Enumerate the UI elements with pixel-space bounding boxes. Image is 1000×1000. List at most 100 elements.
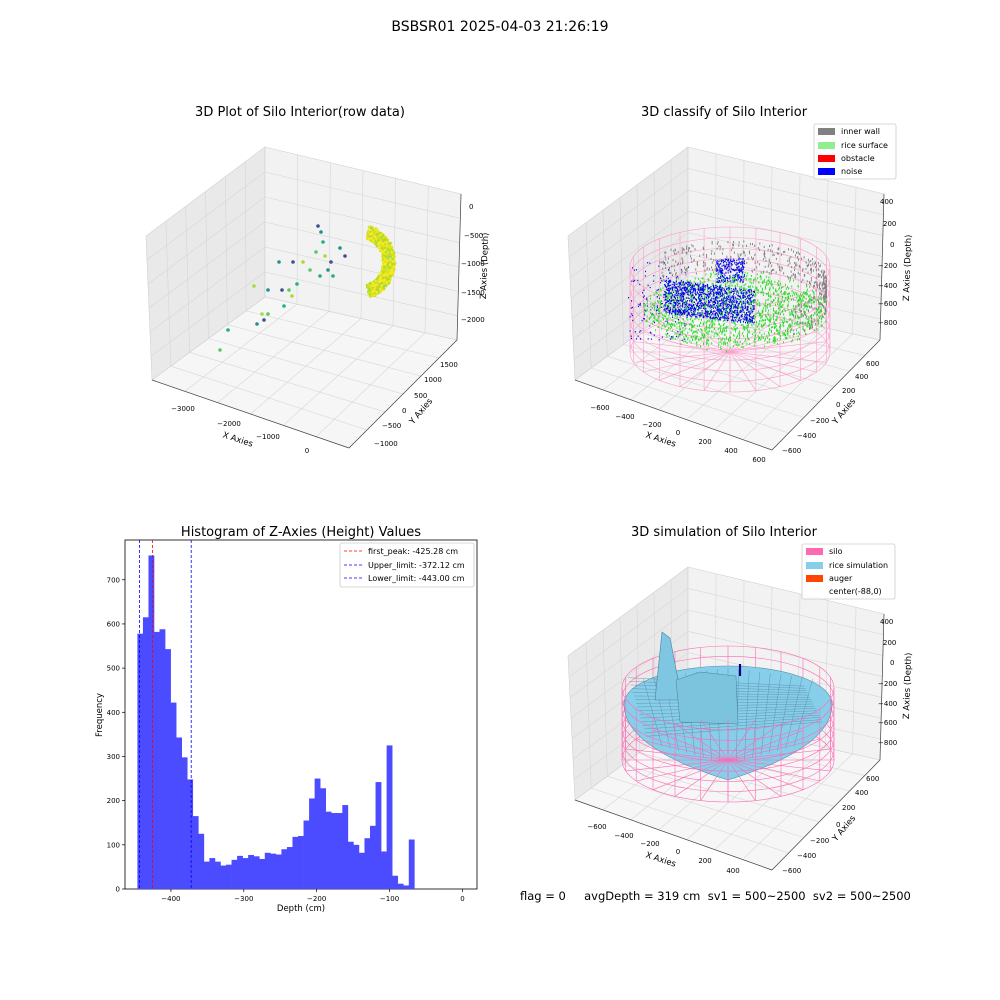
- noise-point: [696, 304, 697, 307]
- rice-surface-point: [760, 313, 761, 316]
- inner-wall-point: [815, 323, 816, 326]
- rice-surface-point: [674, 317, 676, 320]
- rice-surface-point: [774, 336, 776, 339]
- rice-surface-point: [717, 304, 719, 307]
- rice-surface-point: [722, 331, 723, 333]
- rice-surface-point: [797, 335, 799, 338]
- noise-point: [717, 297, 719, 299]
- rice-surface-point: [773, 322, 775, 325]
- noise-point: [678, 310, 680, 312]
- noise-point: [695, 288, 697, 291]
- rice-surface-point: [691, 324, 693, 327]
- noise-point: [723, 296, 725, 298]
- inner-wall-point: [754, 244, 756, 247]
- rice-surface-point: [739, 334, 740, 337]
- noise-point: [682, 305, 683, 307]
- inner-wall-point: [824, 290, 826, 293]
- noise-point: [723, 265, 725, 267]
- rice-surface-point: [748, 278, 750, 280]
- rice-surface-point: [803, 328, 804, 331]
- rice-surface-point: [748, 285, 750, 288]
- rice-surface-point: [689, 305, 691, 308]
- noise-point: [741, 261, 743, 263]
- raw-point: [389, 255, 393, 259]
- inner-wall-point: [793, 332, 795, 335]
- noise-point: [693, 297, 695, 299]
- noise-point: [732, 276, 734, 278]
- noise-point: [657, 289, 659, 291]
- inner-wall-point: [781, 266, 783, 269]
- inner-wall-point: [746, 244, 747, 247]
- rice-surface-point: [808, 320, 809, 323]
- rice-surface-point: [651, 313, 652, 316]
- noise-point: [718, 288, 720, 290]
- rice-surface-point: [817, 322, 819, 325]
- noise-point: [699, 289, 701, 291]
- noise-point: [703, 307, 705, 309]
- rice-surface-point: [800, 322, 802, 325]
- noise-point: [735, 320, 737, 322]
- inner-wall-point: [825, 276, 827, 280]
- rice-surface-point: [774, 326, 776, 329]
- noise-point: [721, 301, 723, 303]
- rice-surface-point: [703, 296, 705, 298]
- noise-point: [716, 273, 718, 275]
- rice-surface-point: [685, 307, 687, 310]
- noise-point: [709, 295, 711, 297]
- raw-point: [266, 312, 270, 316]
- rice-surface-point: [737, 309, 739, 312]
- rice-surface-point: [768, 309, 769, 312]
- noise-point: [701, 313, 703, 315]
- rice-surface-point: [650, 305, 652, 308]
- rice-surface-point: [726, 330, 727, 333]
- noise-point: [703, 299, 705, 301]
- noise-point: [711, 306, 713, 308]
- noise-point: [708, 287, 710, 289]
- noise-point: [737, 269, 739, 271]
- noise-point: [742, 262, 744, 264]
- noise-point: [649, 331, 651, 333]
- noise-point: [740, 319, 742, 321]
- raw-point: [318, 274, 322, 278]
- rice-surface-point: [781, 311, 783, 314]
- noise-point: [666, 306, 668, 308]
- noise-point: [714, 301, 715, 304]
- noise-point: [695, 298, 697, 300]
- inner-wall-point: [817, 313, 818, 316]
- rice-surface-point: [737, 280, 739, 283]
- rice-surface-point: [651, 323, 653, 325]
- histogram-bar: [154, 631, 160, 889]
- rice-surface-point: [776, 329, 778, 332]
- rice-surface-point: [712, 282, 714, 285]
- panel2-ztick: 400: [880, 198, 893, 206]
- inner-wall-point: [794, 261, 796, 265]
- noise-point: [744, 316, 746, 318]
- noise-point: [725, 259, 727, 261]
- rice-surface-point: [709, 314, 711, 317]
- noise-point: [733, 298, 734, 300]
- raw-point: [374, 279, 378, 283]
- noise-point: [724, 290, 726, 293]
- noise-point: [676, 287, 677, 289]
- noise-point: [696, 313, 698, 315]
- rice-surface-point: [797, 294, 799, 297]
- rice-surface-point: [757, 291, 759, 294]
- noise-point: [710, 305, 712, 307]
- raw-point: [391, 273, 394, 277]
- rice-surface-point: [817, 296, 819, 299]
- rice-surface-point: [736, 336, 737, 339]
- noise-point: [668, 285, 670, 287]
- inner-wall-point: [814, 296, 816, 299]
- noise-point: [717, 266, 719, 268]
- noise-point: [747, 295, 748, 297]
- noise-point: [740, 263, 742, 265]
- rice-surface-point: [669, 307, 671, 310]
- legend-swatch-inner-wall: [818, 128, 835, 135]
- rice-surface-point: [763, 291, 765, 294]
- inner-wall-point: [777, 263, 779, 266]
- inner-wall-point: [800, 280, 802, 284]
- noise-point: [749, 307, 751, 310]
- noise-point: [716, 263, 718, 265]
- noise-point: [679, 311, 681, 313]
- rice-surface-point: [792, 311, 794, 314]
